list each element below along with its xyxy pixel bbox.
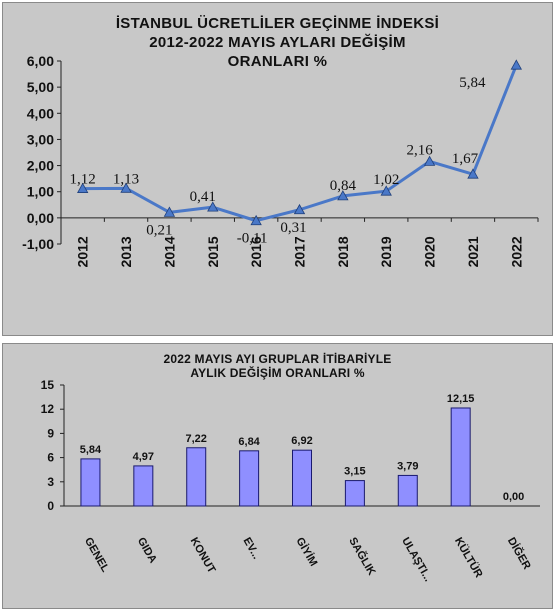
data-label: 1,13 <box>113 171 139 187</box>
category-label: SAĞLIK <box>346 535 378 578</box>
bar <box>186 447 207 507</box>
x-tick-label: 2020 <box>422 236 438 267</box>
data-label: -0,11 <box>237 231 268 247</box>
data-label: 7,22 <box>186 433 207 445</box>
data-label: 0,41 <box>190 189 216 205</box>
data-label: 5,84 <box>80 444 102 456</box>
category-label: KÜLTÜR <box>452 535 485 580</box>
data-label: 3,79 <box>397 460 418 472</box>
line-chart-svg: -1,00 0,00 1,00 2,00 3,00 4,00 5,00 6,00 2012 201… <box>22 53 539 267</box>
y-tick-label: 9 <box>47 426 54 440</box>
y-tick-label: 6,00 <box>27 53 54 69</box>
y-tick-label: 1,00 <box>27 184 54 200</box>
data-label: 6,92 <box>291 435 312 447</box>
line-chart-title-line-1: İSTANBUL ÜCRETLİLER GEÇİNME İNDEKSİ <box>115 15 440 32</box>
y-tick-label: 15 <box>41 378 55 392</box>
data-label: 4,97 <box>133 451 154 463</box>
category-label: GENEL <box>82 536 111 575</box>
data-point-marker <box>163 206 176 217</box>
data-point-marker <box>250 214 262 226</box>
line-chart-panel: İSTANBUL ÜCRETLİLER GEÇİNME İNDEKSİ 2012… <box>2 2 553 336</box>
bar-chart-svg: 0 3 6 9 12 15 5,84 4,97 7,22 6,84 6,92 3,15 3,79 12,1… <box>41 378 540 584</box>
category-label: DİĞER <box>505 535 534 572</box>
data-point-marker <box>510 59 522 70</box>
y-tick-label: 5,00 <box>27 79 54 95</box>
bar <box>292 449 312 507</box>
data-label: 0,84 <box>330 178 357 194</box>
data-label: 0,00 <box>503 491 524 503</box>
data-point-marker <box>337 190 349 201</box>
y-tick-label: 2,00 <box>27 158 54 174</box>
line-chart-title-line-3: ORANLARI % <box>227 53 328 70</box>
x-tick-label: 2012 <box>75 236 91 267</box>
line-chart-title-line-2: 2012-2022 MAYIS AYLARI DEĞİŞİM <box>149 34 406 51</box>
y-tick-label: 4,00 <box>27 105 54 121</box>
data-label: 0,31 <box>280 220 306 236</box>
category-label: GİYİM <box>293 535 320 568</box>
data-point-marker <box>380 185 392 196</box>
x-tick-label: 2015 <box>205 236 221 267</box>
bar <box>133 465 154 507</box>
y-tick-label: -1,00 <box>22 236 54 252</box>
data-label: 5,84 <box>459 75 486 91</box>
x-tick-label: 2014 <box>161 236 177 267</box>
category-label: KONUT <box>188 536 218 576</box>
y-tick-label: 6 <box>47 451 54 465</box>
category-label: EV... <box>241 536 263 562</box>
bar <box>450 407 471 507</box>
x-tick-label: 2017 <box>292 236 308 267</box>
y-tick-label: 3 <box>47 475 54 489</box>
data-point-marker <box>293 203 306 215</box>
series-line <box>82 64 518 223</box>
data-label: 3,15 <box>344 466 365 478</box>
data-point-marker <box>207 201 219 212</box>
bar <box>239 450 260 507</box>
data-point-marker <box>423 155 436 166</box>
bar <box>397 474 418 507</box>
data-label: 1,67 <box>452 151 479 167</box>
bar-chart-panel: 2022 MAYIS AYI GRUPLAR İTİBARİYLE AYLIK … <box>2 343 553 609</box>
data-point-marker <box>467 168 479 179</box>
data-point-marker <box>77 182 89 193</box>
category-label: GIDA <box>135 536 159 566</box>
category-label: ULAŞTI... <box>399 536 434 584</box>
x-tick-label: 2022 <box>508 236 524 267</box>
bar-chart-title-line-2: AYLIK DEĞİŞİM ORANLARI % <box>190 366 365 380</box>
data-label: 6,84 <box>238 436 260 448</box>
y-tick-label: 0,00 <box>27 210 54 226</box>
bar <box>344 480 365 507</box>
data-label: 1,12 <box>70 172 96 188</box>
x-tick-label: 2013 <box>118 236 134 267</box>
data-label: 2,16 <box>406 142 433 158</box>
y-tick-label: 12 <box>41 402 55 416</box>
data-point-marker <box>120 182 132 193</box>
bar-chart-title-line-1: 2022 MAYIS AYI GRUPLAR İTİBARİYLE <box>163 352 392 366</box>
data-label: 12,15 <box>447 393 475 405</box>
y-tick-label: 3,00 <box>27 131 54 147</box>
data-label: 0,21 <box>146 222 172 238</box>
x-tick-label: 2019 <box>378 236 394 267</box>
x-tick-label: 2016 <box>248 236 264 267</box>
bar <box>80 458 101 507</box>
x-tick-label: 2018 <box>335 236 351 267</box>
y-tick-label: 0 <box>47 499 54 513</box>
x-tick-label: 2021 <box>465 236 481 267</box>
data-label: 1,02 <box>373 172 399 188</box>
